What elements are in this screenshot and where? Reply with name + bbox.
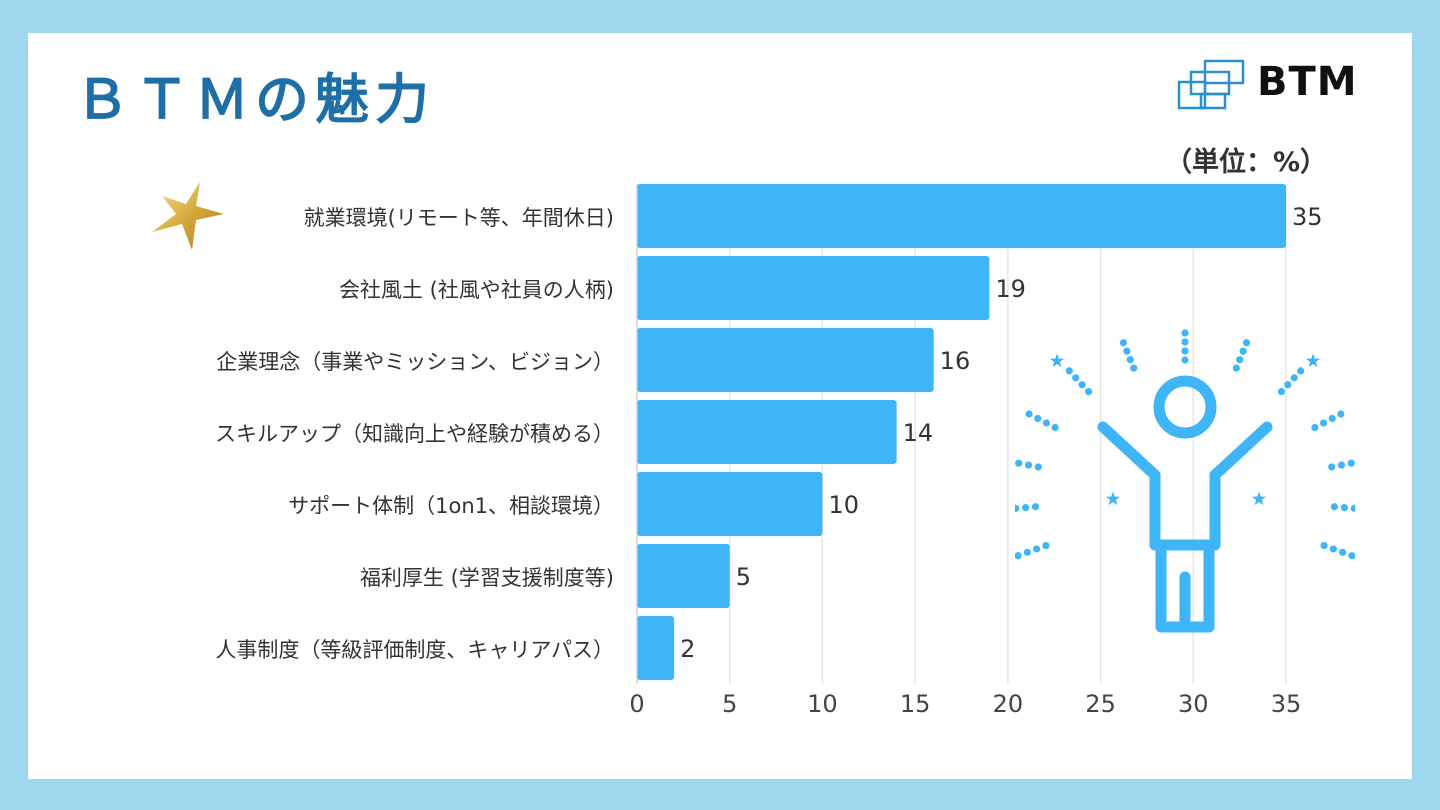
x-tick-label: 5 <box>722 690 737 718</box>
sparkle-dot <box>1015 504 1020 512</box>
small-star-icon <box>1049 353 1065 368</box>
sparkle-dot <box>1015 552 1022 560</box>
sparkle-dot <box>1024 461 1033 469</box>
unit-label: （単位：%） <box>1165 147 1328 178</box>
data-label: 16 <box>940 347 971 375</box>
x-tick-label: 25 <box>1085 690 1116 718</box>
data-label: 19 <box>995 275 1026 303</box>
sparkle-dot <box>1130 364 1138 372</box>
category-label: 会社風土 (社風や社員の人柄) <box>339 278 614 302</box>
bar <box>637 184 1286 248</box>
small-star-icon <box>1105 491 1121 506</box>
sparkle-dot <box>1181 347 1189 355</box>
btm-logo-icon <box>1177 59 1245 110</box>
sparkle-dot <box>1065 367 1073 375</box>
sparkle-dot <box>1078 381 1086 389</box>
category-label: スキルアップ（知識向上や経験が積める） <box>215 422 614 446</box>
sparkle-dot <box>1236 356 1244 364</box>
sparkle-dot <box>1340 503 1348 512</box>
data-label: 10 <box>828 491 859 519</box>
category-label: 人事制度（等級評価制度、キャリアパス） <box>215 638 614 662</box>
sparkle-dot <box>1072 374 1080 382</box>
sparkle-dot <box>1328 414 1336 423</box>
sparkle-dot <box>1350 504 1355 512</box>
sparkle-dot <box>1348 552 1355 560</box>
sparkle-dot <box>1319 419 1328 427</box>
sparkle-dot <box>1181 329 1189 337</box>
sparkle-dot <box>1339 548 1347 556</box>
sparkle-dot <box>1181 356 1189 364</box>
btm-logo: BTM <box>1177 58 1387 114</box>
data-label: 2 <box>680 635 695 663</box>
x-tick-label: 15 <box>900 690 931 718</box>
sparkle-dot <box>1290 374 1298 382</box>
sparkle-dot <box>1297 367 1305 375</box>
sparkle-dot <box>1181 338 1189 346</box>
cheering-person-icon <box>1015 329 1355 633</box>
sparkle-dot <box>1337 410 1345 418</box>
sparkle-dot <box>1328 463 1336 471</box>
sparkle-dot <box>1031 503 1040 511</box>
sparkle-dot <box>1329 545 1337 553</box>
sparkle-dot <box>1347 459 1355 467</box>
sparkle-dot <box>1320 541 1328 550</box>
category-label: 就業環境(リモート等、年間休日) <box>304 206 614 230</box>
sparkle-dot <box>1022 503 1030 512</box>
sparkle-dot <box>1123 347 1131 355</box>
sparkle-dot <box>1084 387 1093 396</box>
sparkle-dot <box>1034 414 1042 423</box>
sparkle-dot <box>1126 356 1134 364</box>
star-icon <box>152 182 224 250</box>
x-tick-label: 30 <box>1178 690 1209 718</box>
bar <box>637 616 675 680</box>
sparkle-dot <box>1034 463 1042 471</box>
sparkle-dot <box>1232 364 1240 372</box>
category-label: サポート体制（1on1、相談環境） <box>288 494 614 518</box>
category-label: 企業理念（事業やミッション、ビジョン） <box>216 350 614 374</box>
sparkle-dot <box>1330 503 1339 511</box>
bar <box>637 472 823 536</box>
sparkle-dot <box>1051 423 1059 432</box>
page-title: ＢＴＭの魅力 <box>75 68 435 131</box>
sparkle-dot <box>1042 541 1050 550</box>
sparkle-dot <box>1311 423 1319 432</box>
bar <box>637 544 730 608</box>
sparkle-dot <box>1042 419 1051 427</box>
data-label: 5 <box>736 563 751 591</box>
bar <box>637 328 934 392</box>
sparkle-dot <box>1284 381 1292 389</box>
small-star-icon <box>1251 491 1267 506</box>
x-tick-label: 35 <box>1271 690 1302 718</box>
sparkle-dot <box>1242 339 1251 347</box>
category-label: 福利厚生 (学習支援制度等) <box>360 566 614 590</box>
sparkle-dot <box>1239 347 1247 355</box>
x-tick-label: 10 <box>807 690 838 718</box>
sparkle-dot <box>1119 339 1128 347</box>
sparkle-dot <box>1277 387 1286 396</box>
x-tick-label: 0 <box>629 690 644 718</box>
bar <box>637 400 897 464</box>
logo-text: BTM <box>1257 59 1358 105</box>
x-tick-label: 20 <box>993 690 1024 718</box>
sparkle-dot <box>1015 459 1023 467</box>
sparkle-dot <box>1337 461 1346 469</box>
data-label: 35 <box>1292 203 1323 231</box>
small-star-icon <box>1305 353 1321 368</box>
sparkle-dot <box>1033 545 1041 553</box>
data-label: 14 <box>903 419 934 447</box>
sparkle-dot <box>1023 548 1031 556</box>
bar <box>637 256 990 320</box>
sparkle-dot <box>1025 410 1033 418</box>
